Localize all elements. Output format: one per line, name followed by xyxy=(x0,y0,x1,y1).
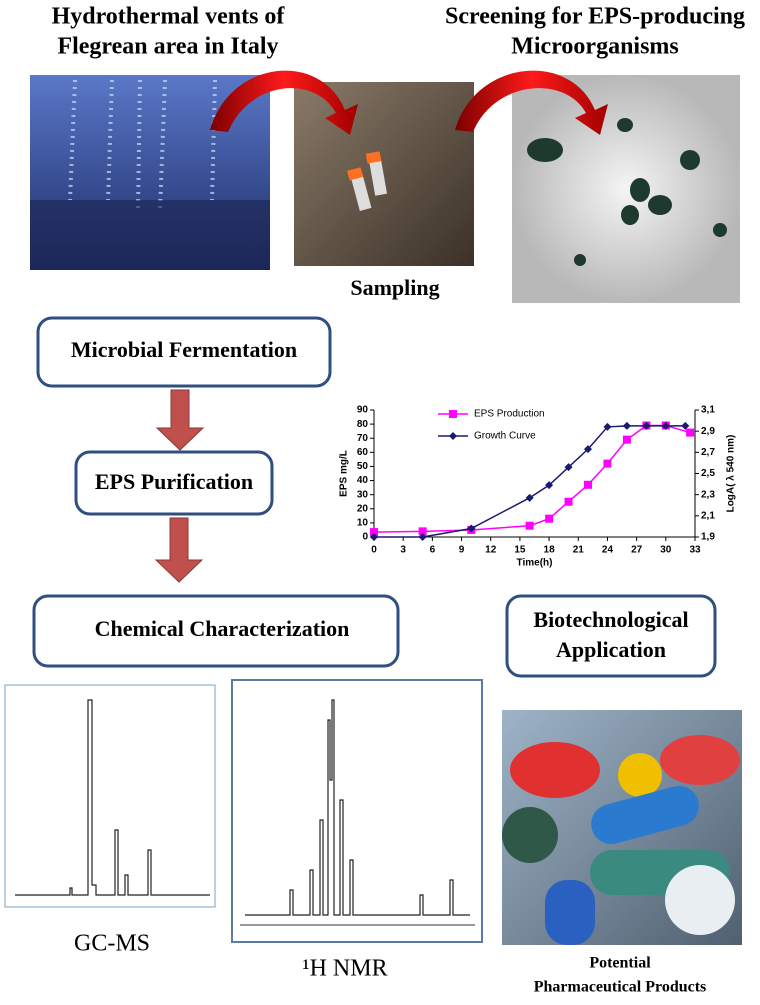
y2-tick-label: 2,9 xyxy=(701,426,715,437)
y-tick-label: 70 xyxy=(357,433,369,444)
down-arrow xyxy=(155,389,205,451)
x-tick-label: 3 xyxy=(400,545,406,556)
y2-axis-label: LogA( λ 540 nm) xyxy=(726,435,737,513)
marker xyxy=(525,493,534,502)
marker xyxy=(661,421,670,430)
step-box xyxy=(505,594,717,678)
header-text: Flegrean area in Italy xyxy=(57,34,278,60)
marker xyxy=(418,533,427,541)
y2-tick-label: 2,3 xyxy=(701,489,715,500)
y-axis-label: EPS mg/L xyxy=(339,450,350,497)
marker xyxy=(681,421,690,430)
header-text: Screening for EPS-producing xyxy=(445,4,745,30)
marker xyxy=(370,533,378,541)
down-arrow xyxy=(154,517,204,583)
marker xyxy=(564,463,573,472)
y-tick-label: 50 xyxy=(357,461,369,472)
x-tick-label: 30 xyxy=(660,545,672,556)
x-tick-label: 18 xyxy=(544,545,556,556)
panel-caption: GC-MS xyxy=(74,931,150,957)
y2-tick-label: 2,5 xyxy=(701,468,715,479)
marker xyxy=(622,435,631,444)
y-tick-label: 0 xyxy=(362,532,368,543)
step-label: EPS Purification xyxy=(95,469,253,494)
step-label: Application xyxy=(556,637,666,662)
series-line xyxy=(374,425,686,538)
rocks xyxy=(30,200,270,270)
legend-label: Growth Curve xyxy=(474,431,536,442)
marker xyxy=(449,432,457,440)
header-text: Microorganisms xyxy=(511,34,679,60)
sampling-photo xyxy=(294,82,474,266)
y2-tick-label: 1,9 xyxy=(701,532,715,543)
marker xyxy=(584,480,592,489)
y-tick-label: 40 xyxy=(357,475,369,486)
nmr-trace xyxy=(245,699,470,916)
bubbles xyxy=(68,79,217,211)
panel-caption: ¹H NMR xyxy=(302,956,387,982)
y2-tick-label: 3,1 xyxy=(701,405,715,416)
marker xyxy=(370,528,378,537)
y-tick-label: 10 xyxy=(357,518,369,529)
curved-arrow xyxy=(455,70,608,135)
marker xyxy=(564,497,573,506)
y2-tick-label: 2,1 xyxy=(701,510,715,521)
nmr-panel xyxy=(231,679,483,943)
photo-caption: Pharmaceutical Products xyxy=(534,979,707,996)
x-tick-label: 24 xyxy=(602,545,614,556)
marker xyxy=(525,521,534,530)
tubes xyxy=(347,151,388,211)
marker xyxy=(642,421,651,430)
marker xyxy=(686,428,695,437)
step-label: Biotechnological xyxy=(533,607,688,632)
marker xyxy=(603,459,612,468)
gcms-panel xyxy=(4,684,216,908)
marker xyxy=(418,527,427,536)
legend-label: EPS Production xyxy=(474,409,545,420)
x-tick-label: 12 xyxy=(485,545,497,556)
x-tick-label: 27 xyxy=(631,545,643,556)
x-tick-label: 6 xyxy=(430,545,436,556)
marker xyxy=(449,410,457,418)
gcms-trace xyxy=(15,699,210,896)
x-tick-label: 33 xyxy=(689,545,701,556)
photo-caption: Sampling xyxy=(350,275,439,300)
x-axis-label: Time(h) xyxy=(517,558,553,569)
x-tick-label: 21 xyxy=(573,545,585,556)
photo-caption: Potential xyxy=(589,955,651,972)
y-tick-label: 60 xyxy=(357,447,369,458)
marker xyxy=(603,422,612,431)
step-box xyxy=(36,316,332,388)
y-tick-label: 90 xyxy=(357,405,369,416)
step-label: Chemical Characterization xyxy=(95,616,350,641)
colonies xyxy=(527,118,727,266)
y-tick-label: 20 xyxy=(357,503,369,514)
marker xyxy=(545,514,554,523)
header-text: Hydrothermal vents of xyxy=(52,4,286,30)
marker xyxy=(467,524,476,533)
pills xyxy=(502,735,740,945)
curved-arrow xyxy=(210,70,358,135)
y-tick-label: 80 xyxy=(357,419,369,430)
marker xyxy=(545,481,554,490)
colony-photo xyxy=(512,75,740,303)
x-tick-label: 0 xyxy=(371,545,377,556)
step-box xyxy=(74,450,274,516)
x-tick-label: 9 xyxy=(459,545,465,556)
x-tick-label: 15 xyxy=(514,545,526,556)
marker xyxy=(584,445,592,454)
marker xyxy=(622,421,631,430)
y-tick-label: 30 xyxy=(357,489,369,500)
step-box xyxy=(32,594,400,668)
y2-tick-label: 2,7 xyxy=(701,447,715,458)
eps-chart: 01020304050607080901,92,12,32,52,72,93,1… xyxy=(339,405,737,569)
step-label: Microbial Fermentation xyxy=(71,337,297,362)
